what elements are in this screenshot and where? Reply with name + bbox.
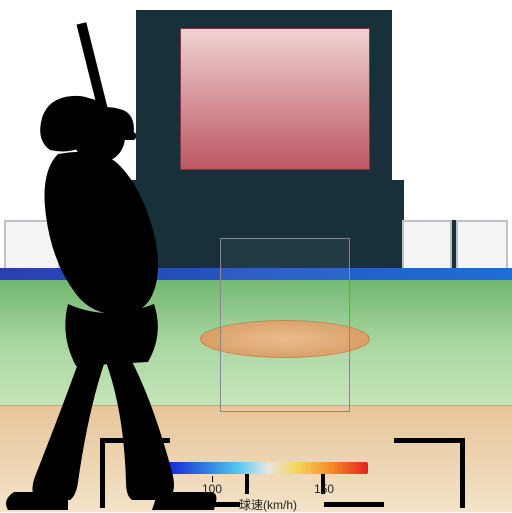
strike-zone	[220, 238, 350, 412]
legend-tick-label: 150	[314, 482, 334, 496]
fence-segment	[402, 220, 452, 270]
batters-box-line	[460, 438, 465, 508]
batters-box-line	[394, 438, 464, 443]
batter-silhouette	[0, 22, 226, 512]
fence-segment	[456, 220, 508, 270]
pitch-chart-scene: 100 150 球速(km/h)	[0, 0, 512, 512]
